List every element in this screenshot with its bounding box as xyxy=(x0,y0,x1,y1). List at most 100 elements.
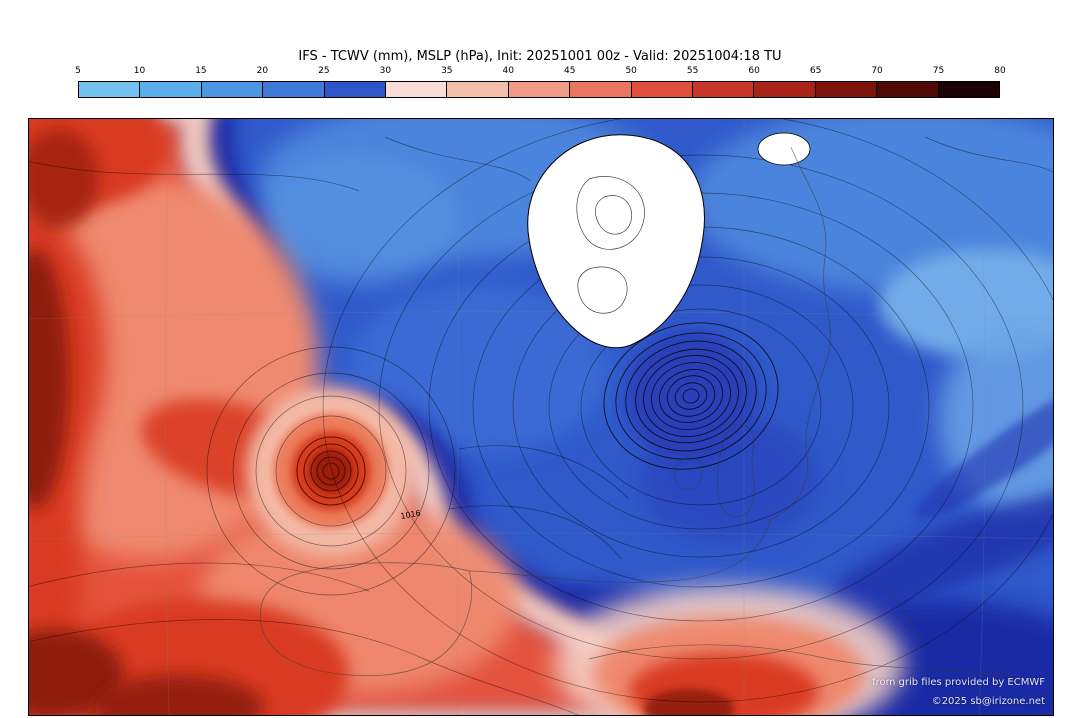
colorbar-segment xyxy=(631,82,694,97)
colorbar-tick: 75 xyxy=(932,66,945,76)
colorbar-tick: 35 xyxy=(441,66,453,76)
coastline-ireland xyxy=(673,456,703,490)
watermark-source: from grib files provided by ECMWF xyxy=(872,677,1045,688)
dark-red-core xyxy=(29,629,124,715)
colorbar-tick: 70 xyxy=(871,66,883,76)
colorbar: 5 10 15 20 25 30 35 40 45 50 55 60 65 70 75 80 xyxy=(75,66,1006,98)
isobar-line xyxy=(924,136,1053,173)
isobar-line xyxy=(29,619,579,715)
colorbar-segment xyxy=(938,82,1000,97)
colorbar-segment xyxy=(263,82,325,97)
graticule-line xyxy=(29,532,1053,540)
graticule-line xyxy=(978,119,986,715)
isobar-ring xyxy=(674,382,708,410)
iceland-low-isobars xyxy=(603,322,779,470)
colorbar-tick: 55 xyxy=(686,66,699,76)
isobar-line xyxy=(448,505,622,560)
coastline-italy xyxy=(890,588,930,654)
colorbar-tick: 25 xyxy=(318,66,330,76)
ice-patch xyxy=(757,132,811,166)
greenland-landmass xyxy=(527,132,811,349)
colorbar-segment xyxy=(815,82,878,97)
colorbar-tick: 65 xyxy=(809,66,822,76)
isobar-ring xyxy=(206,346,456,596)
colorbar-bar xyxy=(78,81,1000,98)
elevation-contour xyxy=(577,266,628,314)
isobar-line xyxy=(29,160,360,192)
isobar-ring xyxy=(603,322,779,470)
med-moist-dark xyxy=(644,689,734,715)
isobar-ring xyxy=(635,348,747,444)
colorbar-tick: 60 xyxy=(748,66,760,76)
colorbar-segment xyxy=(386,82,448,97)
navy-streak xyxy=(915,378,1053,520)
colorbar-segment xyxy=(754,82,816,97)
cyclone-ring xyxy=(322,462,340,480)
colorbar-tick: 40 xyxy=(502,66,514,76)
colorbar-tick: 50 xyxy=(625,66,637,76)
dark-red-core xyxy=(29,129,99,229)
map-area: 1016 from grib files provided by ECMWF ©… xyxy=(28,118,1054,716)
graticule-line xyxy=(29,311,1053,320)
isobar-ring xyxy=(625,340,757,452)
contour-label: 1016 xyxy=(400,509,422,521)
isobar-ring xyxy=(322,119,1053,703)
cyclone-ring xyxy=(303,443,359,499)
isobar-lines xyxy=(29,136,1053,715)
greenland-outline xyxy=(527,134,705,349)
dark-red-core xyxy=(94,675,264,715)
isobar-ring xyxy=(232,372,430,570)
isobar-line xyxy=(29,562,370,592)
graticule xyxy=(29,119,1053,715)
shading-blob xyxy=(259,154,459,284)
coastline-biscay xyxy=(468,518,772,583)
colorbar-tick: 20 xyxy=(256,66,269,76)
coastline-north-africa xyxy=(588,644,1040,680)
greenland-elevation-contours xyxy=(576,176,645,314)
isobar-ring xyxy=(378,154,1024,660)
isobar-ring xyxy=(615,332,767,460)
coastlines xyxy=(259,146,1040,680)
isobar-ring xyxy=(650,362,732,430)
cyclone-ring xyxy=(310,450,352,492)
colorbar-segment xyxy=(508,82,571,97)
coastline-norway xyxy=(770,146,831,520)
colorbar-segment xyxy=(201,82,264,97)
isobar-ring xyxy=(275,415,387,527)
colorbar-segment xyxy=(447,82,509,97)
colorbar-tick: 30 xyxy=(379,66,392,76)
watermark: from grib files provided by ECMWF ©2025 … xyxy=(872,673,1045,711)
watermark-copyright: ©2025 sb@irizone.net xyxy=(931,696,1045,707)
colorbar-segment xyxy=(324,82,387,97)
atlantic-cyclone-rings xyxy=(296,436,366,506)
dark-red-core xyxy=(29,249,69,509)
colorbar-segment xyxy=(693,82,755,97)
atlantic-cyclone-isobars xyxy=(206,346,456,596)
colorbar-segment xyxy=(140,82,202,97)
cyclone-ring xyxy=(316,456,346,486)
coastline-uk xyxy=(717,424,755,518)
isobar-ring xyxy=(580,308,822,506)
colorbar-segment xyxy=(79,82,141,97)
isobar-ring xyxy=(512,256,890,558)
elevation-contour xyxy=(576,176,645,250)
colorbar-tick: 5 xyxy=(75,66,81,76)
coastline-iberia xyxy=(259,562,473,677)
isobar-ring xyxy=(666,375,716,417)
isobar-line xyxy=(458,445,630,500)
weather-map-svg: 1016 xyxy=(29,119,1053,715)
isobar-ring xyxy=(255,395,407,547)
colorbar-tick: 80 xyxy=(994,66,1006,76)
cyclone-ring xyxy=(296,436,366,506)
colorbar-tick: 15 xyxy=(195,66,207,76)
navy-streak xyxy=(827,490,1053,608)
colorbar-segment xyxy=(570,82,632,97)
elevation-contour xyxy=(594,195,633,235)
isobar-ring xyxy=(548,284,854,530)
graticule-line xyxy=(456,119,460,715)
cyclone-dark-core xyxy=(309,449,353,493)
iceland-low-shading xyxy=(626,331,756,461)
iceland-low-outer-isobars xyxy=(322,119,1053,703)
mslp-contours xyxy=(29,119,1053,715)
